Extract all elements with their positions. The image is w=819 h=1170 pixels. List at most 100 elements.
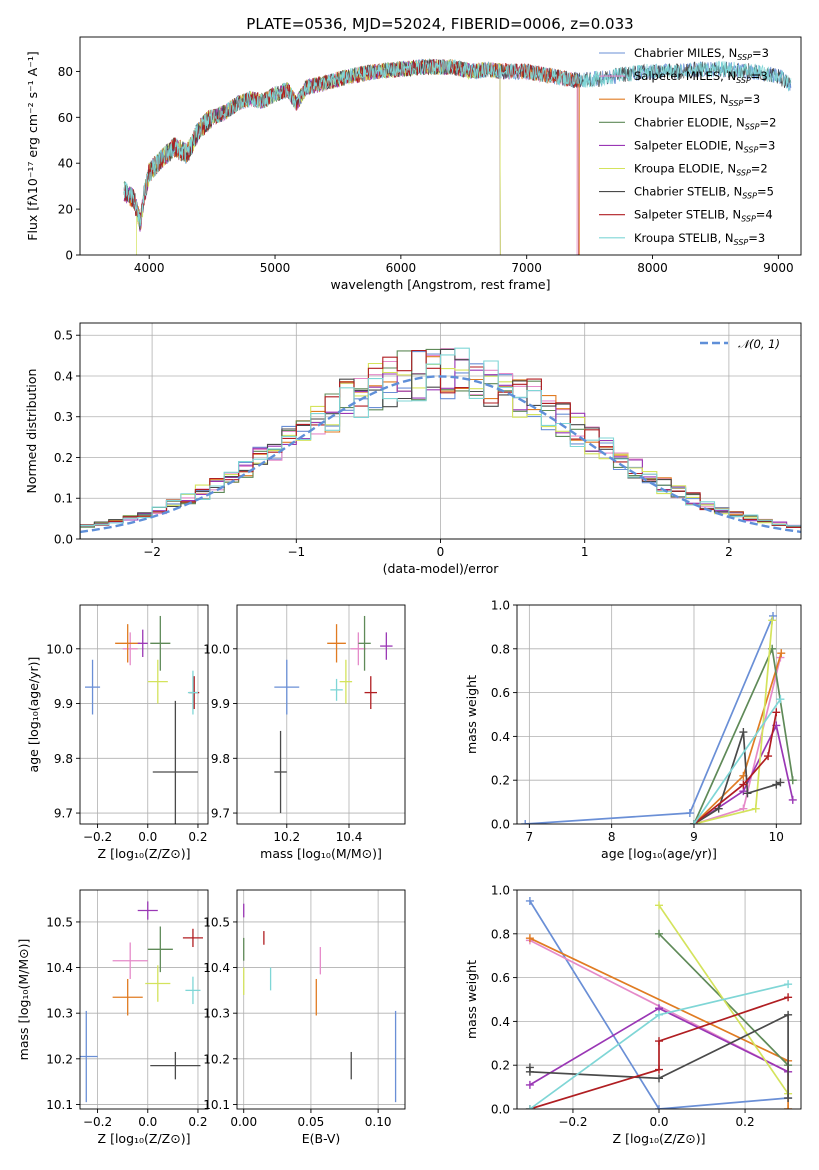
x-tick-label: 9 (690, 830, 698, 844)
series-line (529, 996, 789, 1109)
massweight-vs-age-x-axis-label: age [log₁₀(age/yr)] (601, 846, 717, 861)
age-vs-Z-grid (80, 605, 208, 824)
y-tick-label: 10.2 (46, 1052, 73, 1066)
x-tick-label: 10.2 (273, 830, 300, 844)
legend-suffix: =3 (752, 46, 769, 60)
y-tick-label: 9.9 (211, 697, 230, 711)
legend-subscript: SSP (744, 145, 759, 154)
y-tick-label: 10.0 (203, 642, 230, 656)
legend-subscript: SSP (729, 99, 744, 108)
legend-entry-salpeter-stelib: Salpeter STELIB, NSSP=4 (634, 208, 773, 224)
x-tick-label: 8 (608, 830, 616, 844)
massweight-vs-age-frame (516, 604, 802, 825)
mass-vs-Z-y-axis-label: mass [log₁₀(M/M⊙)] (16, 939, 31, 1061)
x-tick-label: 6000 (386, 261, 417, 275)
legend-entry-kroupa-miles: Kroupa MILES, NSSP=3 (634, 92, 760, 108)
legend-entry-kroupa-elodie: Kroupa ELODIE, NSSP=2 (634, 162, 768, 178)
legend-subscript: SSP (742, 192, 757, 201)
series-point (788, 776, 797, 785)
x-tick-label: 2 (725, 545, 733, 559)
spectrum-x-axis-label: wavelength [Angstrom, rest frame] (330, 277, 550, 292)
x-tick-label: 0.0 (649, 1115, 668, 1129)
series-point (764, 752, 773, 761)
mass-vs-ebv-frame (236, 889, 406, 1110)
x-tick-label: 1 (581, 545, 589, 559)
series-kroupa-stelib (525, 980, 793, 1109)
y-tick-label: 0.6 (491, 971, 510, 985)
age-vs-mass-panel: 10.2 10.4 9.7 9.8 9.9 10.0 mass [log₁₀(M/M⊙)] (203, 604, 406, 861)
legend-suffix: =3 (748, 231, 765, 245)
errorbar-kroupa-miles (327, 624, 346, 663)
y-tick-label: 10.4 (46, 961, 73, 975)
series-point (739, 728, 748, 737)
age-vs-mass-axes: 10.2 10.4 9.7 9.8 9.9 10.0 mass [log₁₀(M/M⊙)] (203, 604, 406, 861)
age-vs-Z-axes: −0.2 0.0 0.2 9.7 9.8 9.9 10.0 Z [log₁₀(Z/Z⊙)] ag… (26, 604, 209, 861)
mass-vs-ebv-axes: 0.00 0.05 0.10 10.1 10.2 10.3 10.4 10.5 E(B-V) (203, 889, 406, 1146)
massweight-vs-Z-marks (525, 896, 793, 1109)
legend-label: Kroupa STELIB, N (634, 231, 734, 245)
y-tick-label: 0.2 (491, 774, 510, 788)
errorbar-chabrier-stelib (274, 730, 287, 814)
legend-entry-kroupa-stelib: Kroupa STELIB, NSSP=3 (634, 231, 765, 247)
errorbar-chabrier-elodie (358, 615, 371, 671)
y-tick-label: 10.3 (46, 1007, 73, 1021)
errorbar-salpeter-miles (122, 632, 138, 666)
legend-suffix: =2 (751, 162, 768, 176)
legend-suffix: =5 (757, 185, 774, 199)
errorbar-kroupa-miles (112, 978, 143, 1016)
age-vs-mass-x-axis-label: mass [log₁₀(M/M⊙)] (260, 846, 382, 861)
y-tick-label: 10.1 (203, 1098, 230, 1112)
legend-subscript: SSP (736, 76, 751, 85)
x-tick-label: 9000 (763, 261, 794, 275)
age-vs-Z-marks (85, 615, 200, 824)
errorbar-salpeter-miles (112, 942, 148, 979)
series-point (525, 934, 534, 943)
legend-label: Salpeter MILES, N (634, 69, 736, 83)
y-tick-label: 0.2 (491, 1059, 510, 1073)
y-tick-label: 1.0 (491, 884, 510, 898)
series-point (784, 1094, 793, 1103)
series-kroupa-stelib (689, 695, 785, 824)
massweight-vs-age-marks (521, 611, 797, 824)
series-point (525, 1105, 534, 1109)
errorbar-kroupa-stelib (330, 678, 343, 701)
x-tick-label: 0.0 (138, 830, 157, 844)
legend-suffix: =3 (743, 92, 760, 106)
x-tick-label: 4000 (134, 261, 165, 275)
y-tick-label: 0.2 (54, 451, 73, 465)
legend-label: Salpeter STELIB, N (634, 208, 741, 222)
legend-entry-salpeter-elodie: Salpeter ELODIE, NSSP=3 (634, 138, 775, 154)
errorbar-salpeter-elodie (137, 629, 148, 658)
x-tick-label: 7 (526, 830, 534, 844)
series-point (521, 820, 530, 824)
mass-vs-Z-x-axis-label: Z [log₁₀(Z/Z⊙)] (98, 1131, 191, 1146)
spectrum-panel: 4000 5000 6000 7000 8000 9000 0 20 40 60 80 wavelen… (25, 36, 802, 292)
y-tick-label: 0.0 (54, 533, 73, 547)
mass-vs-Z-frame (79, 889, 209, 1110)
errorbar-kroupa-elodie (145, 965, 171, 1002)
spectrum-axes: 4000 5000 6000 7000 8000 9000 0 20 40 60 80 wavelen… (25, 36, 802, 292)
x-tick-label: −1 (287, 545, 305, 559)
y-tick-label: 0.4 (491, 1015, 510, 1029)
x-tick-label: 0.00 (230, 1115, 257, 1129)
massweight-vs-metallicity-panel: −0.2 0.0 0.2 0.0 0.2 0.4 0.6 0.8 1.0 Z [log₁₀(Z/Z… (464, 884, 802, 1146)
y-tick-label: 0 (65, 249, 73, 263)
residuals-x-axis-label: (data-model)/error (383, 561, 500, 576)
y-tick-label: 9.7 (211, 807, 230, 821)
y-tick-label: 10.2 (203, 1052, 230, 1066)
massweight-vs-age-y-axis-label: mass weight (464, 675, 479, 754)
series-line (693, 698, 782, 824)
series-point (655, 1074, 663, 1083)
residuals-axes: −2 −1 0 1 2 0.0 0.1 0.2 0.3 0.4 0.5 (data-model)/er… (24, 322, 802, 576)
spectrum-line-kroupa-stelib (123, 58, 792, 227)
mass-vs-extinction-panel: 0.00 0.05 0.10 10.1 10.2 10.3 10.4 10.5 E(B-V) (203, 889, 406, 1146)
legend-subscript: SSP (736, 169, 751, 178)
series-point (776, 695, 785, 704)
y-tick-label: 0.0 (491, 818, 510, 832)
legend-suffix: =3 (758, 138, 775, 152)
errorbar-chabrier-stelib (150, 1051, 201, 1080)
age-vs-Z-y-axis-label: age [log₁₀(age/yr)] (26, 657, 41, 773)
series-point (784, 980, 793, 989)
series-point (689, 820, 698, 824)
y-tick-label: 0.8 (491, 927, 510, 941)
